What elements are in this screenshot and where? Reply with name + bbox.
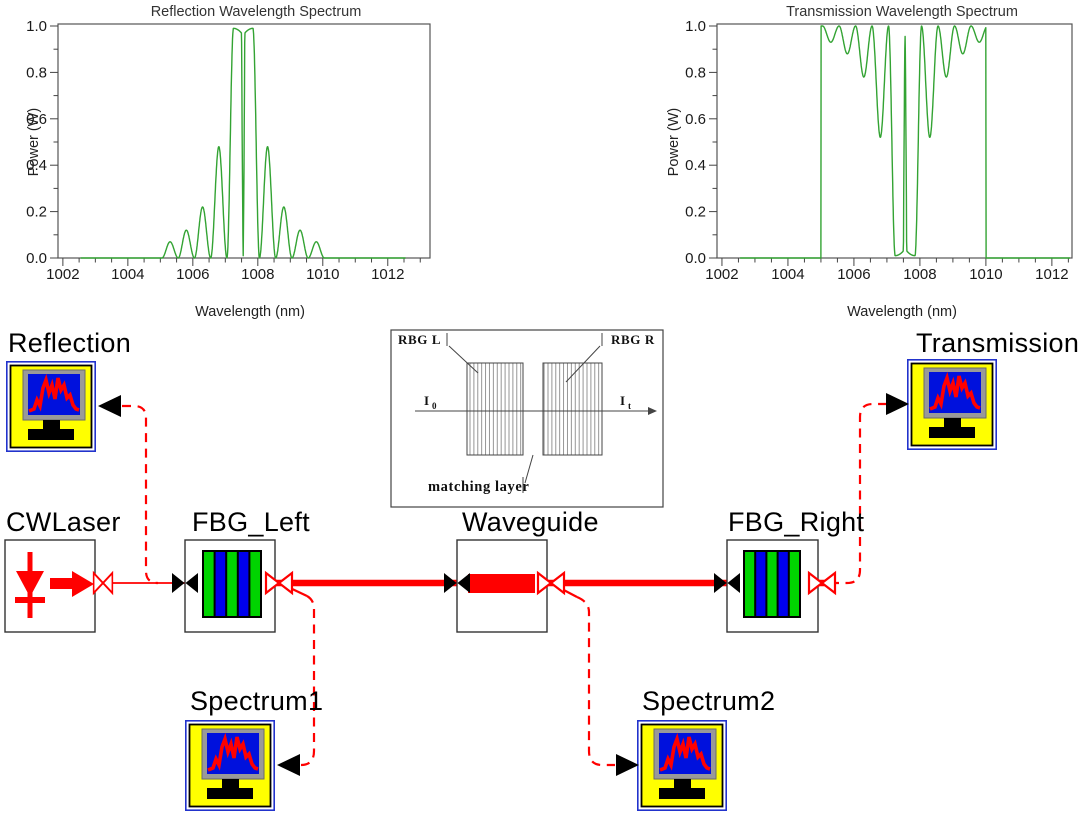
y-tick-label: 0.4 <box>26 157 47 174</box>
y-tick-label: 1.0 <box>685 18 706 35</box>
grating-inset-diagram: RBG L RBG R matching layer I 0 I t <box>390 329 664 508</box>
optical-circuit-schematic: RBG L RBG R matching layer I 0 I t CWLas… <box>4 328 1079 813</box>
y-tick-label: 0.4 <box>685 157 706 174</box>
x-tick-label: 1004 <box>111 266 144 283</box>
chart-title: Reflection Wavelength Spectrum <box>151 4 362 20</box>
fbg-left-label[interactable]: FBG_Left <box>192 507 310 537</box>
x-tick-label: 1008 <box>241 266 274 283</box>
x-axis-label: Wavelength (nm) <box>195 304 305 320</box>
y-tick-label: 0.2 <box>26 204 47 221</box>
spectrum1-monitor-input-arrow-icon[interactable] <box>277 754 300 776</box>
x-tick-label: 1010 <box>969 266 1002 283</box>
transmission-monitor-input-arrow-icon[interactable] <box>886 393 909 415</box>
spectra-charts: 1002 1004 1006 1008 1010 1012 0.0 0.2 0.4 0.6 0.8 1… <box>26 4 1073 320</box>
fbg-right-output-port[interactable] <box>807 571 837 595</box>
wire-reflection-tap[interactable] <box>122 404 159 585</box>
chart-title: Transmission Wavelength Spectrum <box>786 4 1018 20</box>
x-tick-label: 1004 <box>771 266 804 283</box>
y-axis-label: Power (W) <box>666 108 682 176</box>
waveguide-output-port[interactable] <box>536 571 566 595</box>
fbg-left-output-port[interactable] <box>264 571 294 595</box>
x-tick-label: 1002 <box>705 266 738 283</box>
inset-input-intensity-symbol: I <box>424 393 429 408</box>
x-tick-label: 1002 <box>46 266 79 283</box>
inset-axis-arrowhead <box>648 407 657 415</box>
inset-transmitted-intensity-symbol: I <box>620 393 625 408</box>
x-tick-label: 1006 <box>176 266 209 283</box>
fbg-right-label[interactable]: FBG_Right <box>728 507 864 537</box>
wire-spectrum1-tap[interactable] <box>300 595 316 767</box>
cwlaser-output-port[interactable] <box>92 571 114 595</box>
spectrum-monitor-icon[interactable] <box>184 718 277 813</box>
x-tick-label: 1012 <box>371 266 404 283</box>
inset-leader-left <box>448 345 479 374</box>
inset-label-rbg-r: RBG R <box>611 332 655 347</box>
inset-leader-right <box>565 345 601 383</box>
spectrum1-monitor-label[interactable]: Spectrum1 <box>190 686 323 716</box>
x-tick-label: 1008 <box>903 266 936 283</box>
chart-transmission: 1002 1004 1006 1008 1010 1012 0.0 0.2 0.4 0.6 0.8 1… <box>666 4 1073 320</box>
inset-label-matching-layer: matching layer <box>428 479 529 495</box>
spectrum-monitor-icon[interactable] <box>5 359 98 454</box>
reflection-monitor-label[interactable]: Reflection <box>8 328 131 358</box>
y-tick-label: 0.0 <box>685 250 706 267</box>
wire-transmission-tap[interactable] <box>830 402 886 585</box>
x-tick-label: 1006 <box>837 266 870 283</box>
component-cwlaser[interactable]: CWLaser <box>4 507 121 633</box>
component-reflection-monitor[interactable]: Reflection <box>5 328 131 454</box>
inset-grating-right <box>542 362 603 456</box>
fbg-grating-icon <box>743 550 801 618</box>
y-tick-label: 1.0 <box>26 18 47 35</box>
y-tick-label: 0.8 <box>26 64 47 81</box>
component-spectrum2-monitor[interactable]: Spectrum2 <box>616 686 775 813</box>
spectrum-curve <box>80 27 407 259</box>
spectrum2-monitor-input-arrow-icon[interactable] <box>616 754 639 776</box>
inset-label-rbg-l: RBG L <box>398 332 441 347</box>
spectrum2-monitor-label[interactable]: Spectrum2 <box>642 686 775 716</box>
y-tick-label: 0.0 <box>26 250 47 267</box>
transmission-monitor-label[interactable]: Transmission <box>916 328 1079 358</box>
component-waveguide[interactable]: Waveguide <box>444 507 599 633</box>
component-fbg-left[interactable]: FBG_Left <box>172 507 310 633</box>
spectrum-curve <box>739 25 1071 259</box>
y-tick-label: 0.6 <box>26 111 47 128</box>
waveguide-label[interactable]: Waveguide <box>462 507 599 537</box>
cwlaser-label[interactable]: CWLaser <box>6 507 121 537</box>
x-axis-label: Wavelength (nm) <box>847 304 957 320</box>
y-tick-label: 0.2 <box>685 204 706 221</box>
chart-reflection: 1002 1004 1006 1008 1010 1012 0.0 0.2 0.4 0.6 0.8 1… <box>26 4 431 320</box>
y-axis-label: Power (W) <box>26 108 42 176</box>
inset-leader-matching <box>524 454 534 484</box>
plot-frame <box>716 23 1073 259</box>
y-tick-label: 0.6 <box>685 111 706 128</box>
y-tick-label: 0.8 <box>685 64 706 81</box>
inset-grating-left <box>466 362 524 456</box>
inset-transmitted-intensity-subscript: t <box>628 401 631 411</box>
x-tick-label: 1010 <box>306 266 339 283</box>
spectrum-monitor-icon[interactable] <box>905 357 999 452</box>
plot-frame <box>57 23 431 259</box>
reflection-monitor-input-arrow-icon[interactable] <box>98 395 121 417</box>
x-tick-label: 1012 <box>1035 266 1068 283</box>
fbg-grating-icon <box>202 550 262 618</box>
spectrum-monitor-icon[interactable] <box>635 718 729 813</box>
waveguide-bar-icon <box>468 574 535 593</box>
wire-spectrum2-tap[interactable] <box>576 595 615 767</box>
component-transmission-monitor[interactable]: Transmission <box>886 328 1079 452</box>
laser-diode-icon <box>15 552 94 618</box>
component-fbg-right[interactable]: FBG_Right <box>714 507 864 633</box>
inset-input-intensity-subscript: 0 <box>432 401 437 411</box>
component-spectrum1-monitor[interactable]: Spectrum1 <box>184 686 323 813</box>
